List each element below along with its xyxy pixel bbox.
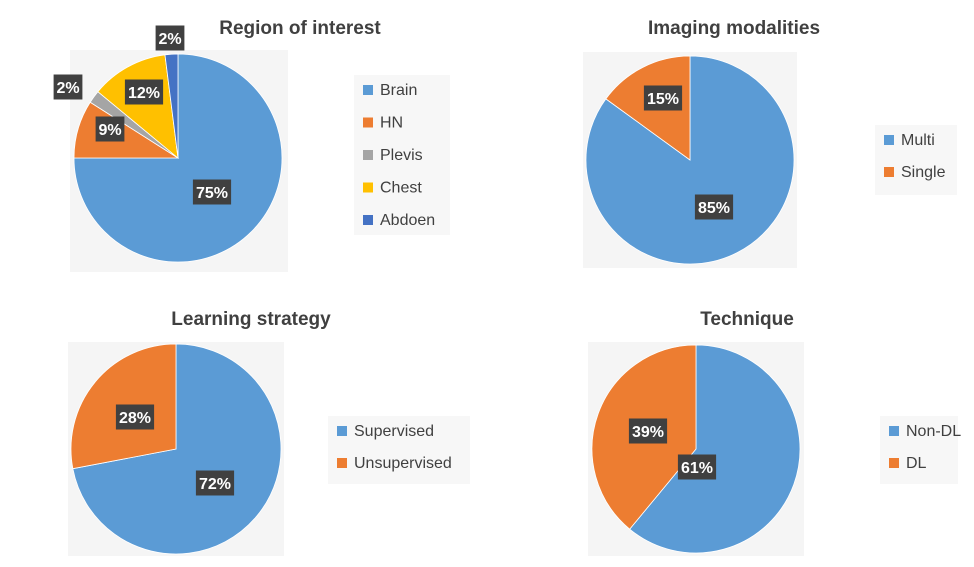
data-label-single: 15% [643,85,683,111]
legend-swatch [363,150,373,160]
legend-item-chest: Chest [363,180,422,197]
data-label-supervised: 72% [195,470,235,496]
data-label-box [115,404,155,430]
legend-label: Brain [380,82,417,99]
legend: Brain HN Plevis Chest Abdoen [354,75,450,235]
legend-label: DL [906,455,927,472]
legend-label: Single [901,164,946,181]
legend-label: Plevis [380,147,423,164]
pie-chart-region-of-interest: Region of interest 75% 9% 2% 12% 2% Brain HN Ple… [53,18,450,272]
data-label-multi: 85% [694,194,734,220]
pie-chart-technique: Technique 61% 39% Non-DL DL [588,309,961,556]
legend-swatch [889,458,899,468]
legend-swatch [884,135,894,145]
pie-slice-abdoen [164,53,179,159]
pie-slice-supervised [72,343,282,555]
data-label-chest: 12% [124,79,164,105]
data-label-non-dl: 61% [677,454,717,480]
legend-item-plevis: Plevis [363,147,423,164]
data-label-text: 39% [632,424,664,441]
data-label-text: 85% [698,200,730,217]
data-label-hn: 9% [95,116,125,142]
pie-chart-imaging-modalities: Imaging modalities 85% 15% Multi Single [583,18,957,268]
legend-swatch [884,167,894,177]
pie-chart-learning-strategy: Learning strategy 72% 28% Supervised Unsuper… [68,309,470,556]
data-label-text: 28% [119,410,151,427]
data-label-text: 61% [681,460,713,477]
chart-title: Region of interest [219,18,381,39]
legend-item-dl: DL [889,455,927,472]
chart-title: Technique [700,309,794,330]
legend-item-multi: Multi [884,132,935,149]
data-label-text: 75% [196,185,228,202]
data-label-box [628,418,668,444]
data-label-box [195,470,235,496]
legend-swatch [363,117,373,128]
data-label-text: 9% [98,122,121,139]
data-label-box [53,74,83,100]
legend: Non-DL DL [880,416,961,484]
data-label-text: 15% [647,91,679,108]
legend-box [328,416,470,484]
legend-label: Chest [380,180,422,197]
data-label-brain: 75% [192,179,232,205]
chart-title: Imaging modalities [648,18,820,39]
legend-swatch [363,85,373,95]
pie-slice-brain [73,53,283,263]
legend-label: Non-DL [906,423,961,440]
legend-label: Abdoen [380,212,435,229]
data-label-box [643,85,683,111]
data-label-text: 12% [128,85,160,102]
legend-swatch [363,215,373,225]
legend-label: Unsupervised [354,455,452,472]
legend-swatch [363,182,373,193]
data-label-box [677,454,717,480]
legend: Supervised Unsupervised [328,416,470,484]
data-label-text: 72% [199,476,231,493]
data-label-dl: 39% [628,418,668,444]
legend-item-single: Single [884,164,946,181]
data-label-box [155,25,185,51]
legend-item-brain: Brain [363,82,417,99]
data-label-plevis: 2% [53,74,83,100]
legend-item-supervised: Supervised [337,423,434,440]
chart-title: Learning strategy [171,309,331,330]
legend-item-non-dl: Non-DL [889,423,961,440]
pie-slice-non-dl [629,344,801,554]
legend-item-hn: HN [363,115,403,132]
data-label-box [95,116,125,142]
legend-item-abdoen: Abdoen [363,212,435,229]
legend-label: HN [380,115,403,132]
legend-item-unsupervised: Unsupervised [337,455,452,472]
data-label-abdoen: 2% [155,25,185,51]
data-label-text: 2% [56,80,79,97]
legend-swatch [337,426,347,436]
legend-swatch [337,458,347,468]
legend-label: Supervised [354,423,434,440]
data-label-unsupervised: 28% [115,404,155,430]
data-label-box [124,79,164,105]
data-label-box [694,194,734,220]
legend: Multi Single [875,125,957,195]
legend-swatch [889,426,899,436]
data-label-text: 2% [158,31,181,48]
legend-label: Multi [901,132,935,149]
data-label-box [192,179,232,205]
